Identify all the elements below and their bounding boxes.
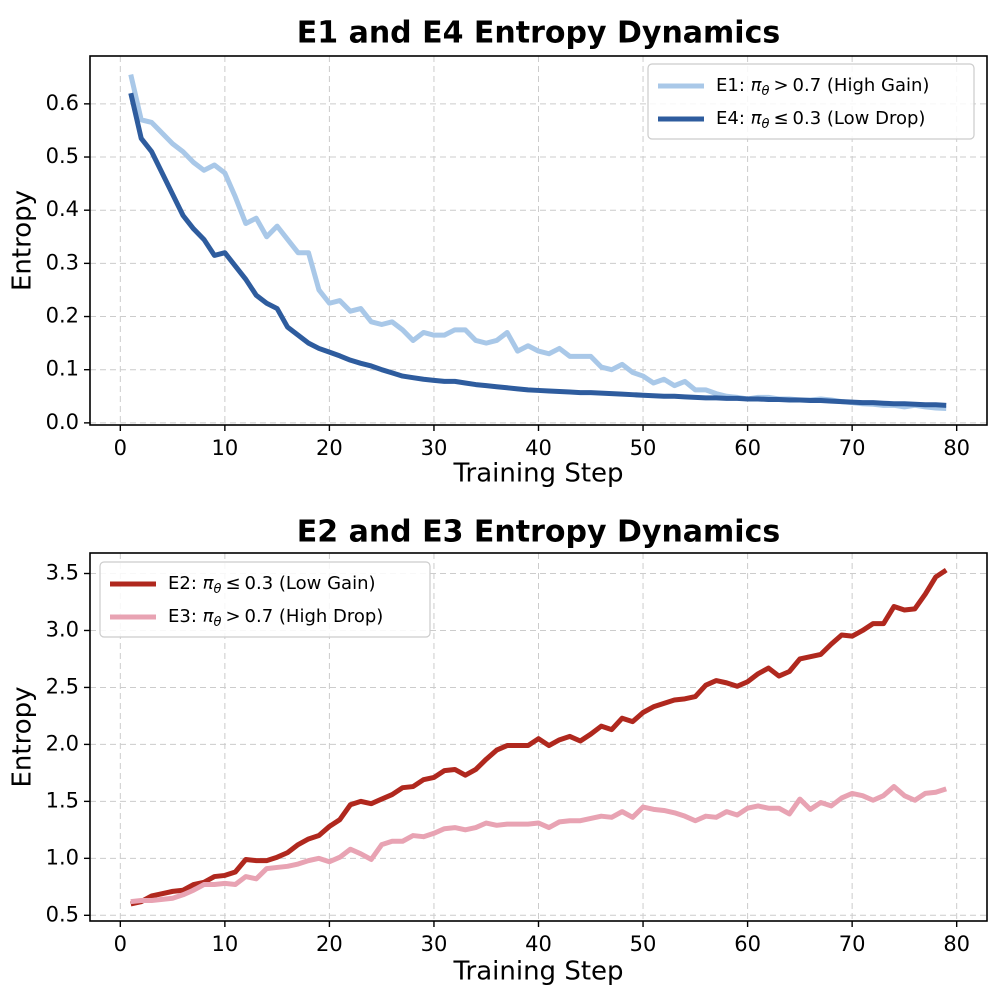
legend-box (99, 561, 431, 638)
legend-theta-subscript: θ (213, 615, 221, 630)
legend-label-operator: ≤ (773, 108, 788, 129)
legend-label-1: E1: πθ >0.7 (High Gain) (716, 75, 929, 99)
x-tick-label: 30 (421, 436, 448, 460)
x-tick-label: 70 (839, 436, 866, 460)
legend-label-value: 0.7 (245, 606, 274, 627)
chart-title: E2 and E3 Entropy Dynamics (297, 515, 780, 550)
y-tick-label: 0.2 (46, 304, 79, 328)
x-tick-label: 80 (943, 932, 970, 956)
x-tick-label: 60 (734, 932, 761, 956)
x-tick-label: 30 (421, 932, 448, 956)
legend-label-suffix: (High Gain) (821, 75, 929, 96)
legend-label-operator: > (225, 606, 240, 627)
x-axis-label: Training Step (452, 459, 623, 489)
legend-label-value: 0.3 (245, 573, 274, 594)
y-tick-label: 0.6 (46, 91, 79, 115)
y-tick-label: 0.5 (46, 144, 79, 168)
y-tick-label: 1.5 (46, 788, 79, 812)
legend-label-suffix: (Low Gain) (273, 573, 375, 594)
y-tick-label: 0.5 (46, 902, 79, 926)
y-tick-label: 3.0 (46, 617, 79, 641)
x-tick-label: 0 (114, 932, 127, 956)
y-tick-label: 0.1 (46, 357, 79, 381)
legend-label-suffix: (High Drop) (273, 606, 383, 627)
x-tick-label: 20 (316, 436, 343, 460)
legend-box (647, 63, 975, 140)
y-tick-label: 0.3 (46, 250, 79, 274)
legend-label-operator: ≤ (225, 573, 240, 594)
x-tick-label: 60 (734, 436, 761, 460)
series-line-2 (130, 784, 948, 905)
legend-theta-subscript: θ (213, 582, 221, 597)
x-tick-label: 50 (630, 436, 657, 460)
legend-label-prefix: E3: (168, 606, 203, 627)
y-tick-label: 2.0 (46, 731, 79, 755)
legend-label-operator: > (773, 75, 788, 96)
y-axis-label: Entropy (8, 190, 38, 291)
y-tick-label: 1.0 (46, 845, 79, 869)
legend-theta-subscript: θ (761, 117, 769, 132)
x-axis-label: Training Step (452, 957, 623, 987)
legend-label-2: E4: πθ ≤0.3 (Low Drop) (716, 108, 925, 132)
legend-pi-symbol: π (203, 606, 215, 627)
x-tick-label: 50 (630, 932, 657, 956)
y-axis-label: Entropy (8, 686, 38, 787)
legend-label-2: E3: πθ >0.7 (High Drop) (168, 606, 383, 630)
legend-pi-symbol: π (203, 573, 215, 594)
legend-label-suffix: (Low Drop) (821, 108, 925, 129)
series-line-2 (128, 92, 947, 408)
x-tick-label: 40 (525, 436, 552, 460)
legend-theta-subscript: θ (761, 84, 769, 99)
x-tick-label: 80 (943, 436, 970, 460)
y-tick-label: 3.5 (46, 561, 79, 585)
legend: E1: πθ >0.7 (High Gain)E4: πθ ≤0.3 (Low Dr… (647, 63, 975, 140)
x-tick-label: 0 (114, 436, 127, 460)
legend-pi-symbol: π (751, 75, 763, 96)
x-tick-label: 20 (316, 932, 343, 956)
legend-label-1: E2: πθ ≤0.3 (Low Gain) (168, 573, 376, 597)
y-tick-label: 0.4 (46, 197, 79, 221)
legend: E2: πθ ≤0.3 (Low Gain)E3: πθ >0.7 (High Dr… (99, 561, 431, 638)
series-line-1 (130, 567, 948, 907)
chart-title: E1 and E4 Entropy Dynamics (297, 16, 780, 51)
x-tick-label: 10 (211, 932, 238, 956)
y-tick-label: 2.5 (46, 674, 79, 698)
x-tick-label: 40 (525, 932, 552, 956)
legend-pi-symbol: π (751, 108, 763, 129)
x-tick-label: 70 (839, 932, 866, 956)
legend-label-prefix: E2: (168, 573, 203, 594)
legend-label-value: 0.7 (793, 75, 822, 96)
chart-panel-2: E2 and E3 Entropy Dynamics 0 10 20 30 40 50 60 7… (8, 515, 988, 987)
chart-panel-1: E1 and E4 Entropy Dynamics 0 10 20 30 40 50 60 7… (8, 16, 988, 489)
legend-label-prefix: E1: (716, 75, 751, 96)
x-tick-label: 10 (211, 436, 238, 460)
y-tick-label: 0.0 (46, 410, 79, 434)
legend-label-value: 0.3 (793, 108, 822, 129)
legend-label-prefix: E4: (716, 108, 751, 129)
